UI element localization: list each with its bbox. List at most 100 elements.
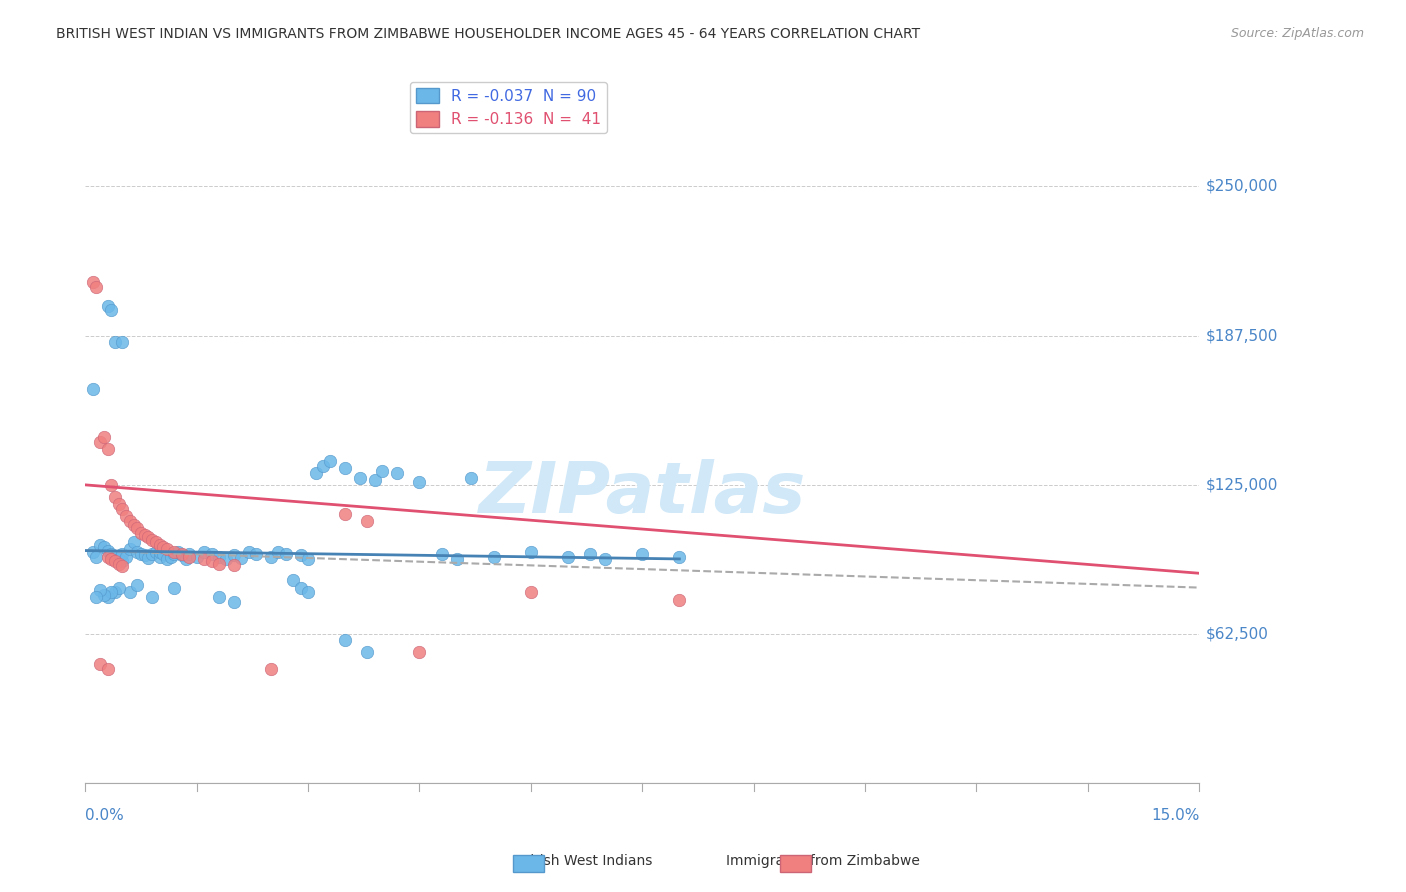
Point (260, 549, 283, 564)
Point (260, 662, 283, 676)
Point (107, 557, 129, 571)
Point (208, 590, 231, 604)
Text: Source: ZipAtlas.com: Source: ZipAtlas.com (1230, 27, 1364, 40)
Point (430, 547, 453, 561)
Point (134, 549, 156, 563)
Point (371, 464, 394, 478)
Point (82, 275, 104, 289)
Point (297, 552, 319, 566)
Point (222, 595, 245, 609)
Point (385, 466, 408, 480)
Point (283, 574, 305, 588)
Text: $187,500: $187,500 (1206, 328, 1278, 343)
Point (163, 547, 186, 561)
Point (93, 430, 115, 444)
Point (179, 547, 201, 561)
Point (349, 471, 371, 485)
Point (238, 545, 260, 559)
Point (148, 549, 170, 564)
Point (122, 518, 145, 533)
Point (297, 585, 319, 599)
Point (111, 559, 134, 574)
Point (520, 585, 543, 599)
Point (231, 550, 253, 565)
Text: $125,000: $125,000 (1206, 477, 1278, 492)
Point (129, 547, 152, 561)
Point (335, 633, 357, 648)
Point (193, 545, 215, 559)
Point (129, 525, 152, 540)
Point (356, 514, 378, 528)
Point (312, 458, 335, 473)
Point (141, 590, 163, 604)
Point (104, 585, 127, 599)
Point (245, 547, 267, 561)
Point (170, 549, 193, 563)
Point (148, 545, 170, 559)
Point (104, 549, 127, 564)
Point (100, 552, 122, 566)
Point (86, 549, 108, 564)
Point (186, 549, 208, 564)
Point (127, 578, 149, 592)
Point (167, 545, 190, 559)
Point (111, 334, 134, 349)
Point (145, 545, 167, 559)
Point (127, 521, 149, 535)
Point (100, 303, 122, 318)
Point (335, 507, 357, 521)
Point (141, 533, 163, 547)
Point (222, 549, 245, 563)
Text: ZIPatlas: ZIPatlas (478, 458, 806, 528)
Point (156, 542, 179, 557)
Text: British West Indians: British West Indians (515, 855, 652, 868)
Point (100, 478, 122, 492)
Point (104, 334, 127, 349)
Point (593, 552, 616, 566)
Point (148, 538, 170, 552)
Point (100, 547, 122, 561)
Point (141, 547, 163, 561)
Point (107, 581, 129, 595)
Point (304, 466, 326, 480)
Point (557, 549, 579, 564)
Point (82, 382, 104, 396)
Point (200, 554, 222, 568)
Point (97, 662, 120, 676)
Point (274, 547, 297, 561)
Point (179, 549, 201, 564)
Point (156, 552, 179, 566)
Point (152, 547, 174, 561)
Point (104, 554, 127, 568)
Point (159, 549, 181, 564)
Point (222, 558, 245, 572)
Point (163, 581, 186, 595)
Point (111, 501, 134, 516)
Point (118, 542, 141, 557)
Point (93, 540, 115, 554)
Text: Immigrants from Zimbabwe: Immigrants from Zimbabwe (725, 855, 920, 868)
Point (267, 545, 290, 559)
Point (127, 545, 149, 559)
Point (319, 454, 342, 468)
Point (107, 552, 129, 566)
Point (290, 549, 312, 563)
Point (520, 545, 543, 559)
Point (145, 535, 167, 549)
Point (89, 582, 111, 597)
Point (170, 547, 193, 561)
Point (134, 528, 156, 542)
Point (122, 535, 145, 549)
Point (97, 442, 120, 456)
Point (208, 549, 231, 564)
Point (152, 540, 174, 554)
Point (631, 547, 654, 561)
Text: BRITISH WEST INDIAN VS IMMIGRANTS FROM ZIMBABWE HOUSEHOLDER INCOME AGES 45 - 64 : BRITISH WEST INDIAN VS IMMIGRANTS FROM Z… (56, 27, 921, 41)
Point (356, 645, 378, 659)
Point (89, 434, 111, 449)
Text: 0.0%: 0.0% (86, 808, 124, 823)
Point (100, 585, 122, 599)
Point (97, 543, 120, 558)
Point (208, 557, 231, 571)
Point (97, 590, 120, 604)
